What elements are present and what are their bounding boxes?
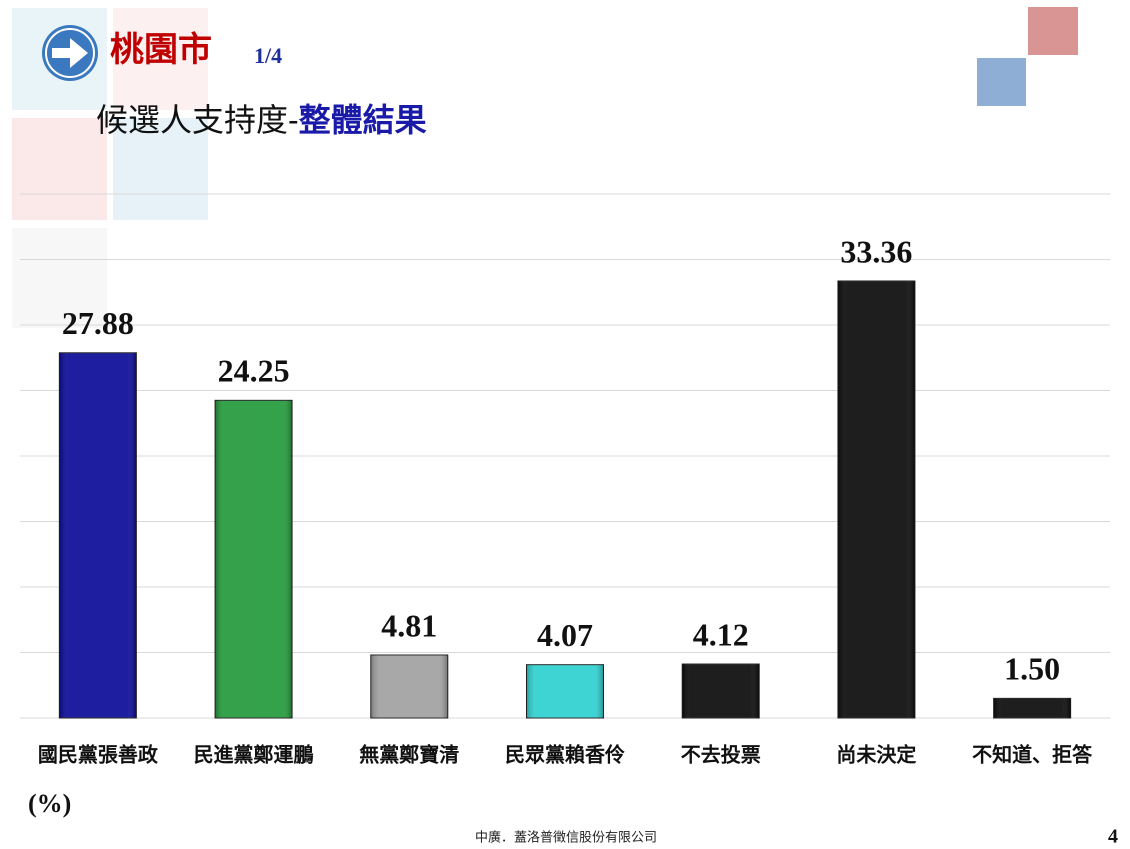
subtitle-highlight: 整體結果 (299, 102, 427, 138)
bar (681, 663, 760, 719)
page-part: 1/4 (254, 43, 282, 68)
title: 桃園市 (110, 30, 212, 69)
bar (993, 697, 1072, 719)
x-tick-label: 不知道、拒答 (972, 742, 1093, 766)
subtitle-text: 候選人支持度- (96, 102, 299, 138)
value-label: 4.81 (381, 607, 437, 643)
source: 中廣．蓋洛普徵信股份有限公司 (475, 829, 657, 844)
bar (370, 654, 449, 719)
value-label: 4.07 (537, 617, 593, 653)
x-tick-label: 無黨鄭寶清 (359, 742, 459, 766)
value-label: 24.25 (218, 353, 290, 389)
unit-label: (%) (28, 789, 71, 818)
x-tick-label: 不去投票 (681, 742, 761, 766)
bar (214, 399, 293, 719)
x-tick-label: 尚未決定 (836, 742, 916, 766)
x-tick-label: 民眾黨賴香伶 (505, 742, 625, 766)
page-number: 4 (1108, 826, 1118, 848)
value-label: 27.88 (62, 305, 134, 341)
bar (526, 664, 604, 719)
value-label: 1.50 (1004, 651, 1060, 687)
x-tick-label: 國民黨張善政 (38, 742, 159, 766)
value-label: 4.12 (693, 616, 749, 652)
bar (837, 280, 916, 719)
bar (58, 352, 137, 719)
decoration (12, 7, 1078, 328)
subtitle: 候選人支持度-整體結果 (96, 102, 427, 138)
value-label: 33.36 (840, 233, 912, 269)
x-tick-label: 民進黨鄭運鵬 (194, 742, 314, 766)
